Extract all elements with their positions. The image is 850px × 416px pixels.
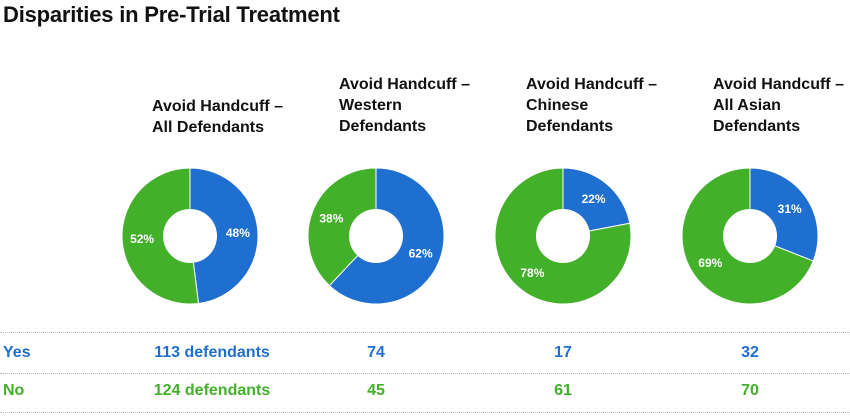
donut-hole-chinese [536, 209, 590, 263]
chart-title-all-asian: Avoid Handcuff – All Asian Defendants [713, 74, 850, 137]
donut-label-western-no: 38% [319, 211, 343, 225]
table-cell-yes-chinese: 17 [554, 344, 572, 361]
table-cell-no-all: 124 defendants [153, 382, 271, 399]
chart-title-western: Avoid Handcuff – Western Defendants [339, 74, 499, 137]
donut-hole-all-defendants [163, 209, 217, 263]
donut-slice-chinese-no [494, 167, 632, 305]
chart-title-line: Avoid Handcuff – [339, 76, 470, 93]
table-divider [0, 412, 850, 413]
table-cell-yes-asian: 32 [741, 344, 759, 361]
chart-title-all-defendants: Avoid Handcuff – All Defendants [152, 96, 312, 138]
table-divider [0, 373, 850, 374]
table-cell-no-western: 45 [367, 382, 385, 399]
chart-title-line: Avoid Handcuff – [713, 76, 844, 93]
chart-title-chinese: Avoid Handcuff – Chinese Defendants [526, 74, 686, 137]
table-cell-yes-western: 74 [367, 344, 385, 361]
chart-title-line: Avoid Handcuff – [526, 76, 657, 93]
chart-title-line: Defendants [713, 118, 801, 135]
donut-label-all-defendants-yes: 48% [226, 226, 250, 240]
donut-label-all-asian-no: 69% [698, 256, 722, 270]
donut-charts: 48% 52% 62% 38% 22% 78% 31% 69% [121, 167, 819, 305]
donut-slice-all-defendants-yes [189, 167, 259, 305]
chart-title-line: Chinese [526, 97, 589, 114]
donut-label-all-defendants-no: 52% [130, 232, 154, 246]
donut-label-chinese-yes: 22% [582, 192, 606, 206]
donut-label-chinese-no: 78% [520, 266, 544, 280]
chart-title-line: Defendants [526, 118, 614, 135]
table-divider [0, 332, 850, 333]
chart-title-line: Avoid Handcuff – [152, 98, 283, 115]
chart-title-line: All Asian [713, 97, 781, 114]
table-cell-yes-all: 113 defendants [154, 344, 270, 361]
donut-hole-all-asian [723, 209, 777, 263]
chart-title-line: Defendants [339, 118, 427, 135]
page-title: Disparities in Pre-Trial Treatment [3, 2, 340, 27]
donut-label-all-asian-yes: 31% [778, 202, 802, 216]
table-cell-no-asian: 70 [741, 382, 759, 399]
row-label-no: No [3, 382, 25, 399]
table-cell-no-chinese: 61 [554, 382, 572, 399]
donut-slice-all-defendants-no [121, 167, 200, 305]
donut-hole-western [349, 209, 403, 263]
chart-title-line: Western [339, 97, 402, 114]
row-label-yes: Yes [3, 344, 31, 361]
donut-label-western-yes: 62% [409, 247, 433, 261]
chart-title-line: All Defendants [152, 119, 265, 136]
donut-slice-western-no [307, 167, 377, 287]
